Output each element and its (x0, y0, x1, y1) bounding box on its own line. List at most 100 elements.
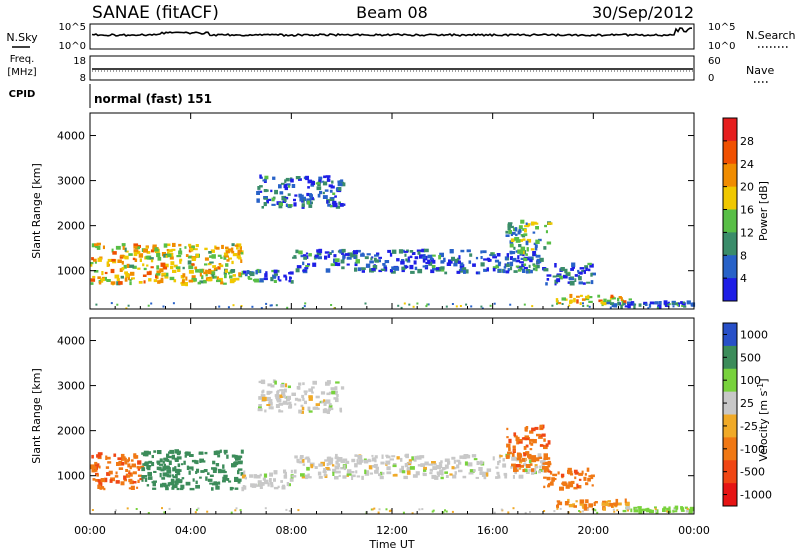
data-cell (95, 469, 98, 472)
data-cell (225, 249, 228, 252)
data-cell (139, 477, 144, 481)
data-cell (263, 473, 268, 478)
data-cell (573, 505, 577, 508)
data-cell (263, 277, 268, 281)
data-cell (645, 508, 648, 511)
data-cell (374, 259, 379, 263)
data-cell (588, 296, 593, 299)
data-cell (301, 194, 304, 197)
data-cell (294, 455, 298, 459)
data-cell (440, 266, 445, 270)
data-cell (163, 463, 166, 469)
data-cell (451, 303, 454, 305)
data-cell (504, 256, 508, 261)
data-cell (308, 204, 313, 208)
data-cell (283, 469, 287, 474)
data-cell (234, 461, 239, 466)
data-cell (337, 180, 341, 183)
data-cell (323, 473, 327, 477)
data-cell (189, 467, 194, 470)
data-cell (463, 454, 469, 459)
data-cell (264, 479, 269, 485)
data-cell (298, 193, 302, 198)
data-cell (581, 510, 584, 513)
data-cell (210, 270, 215, 273)
data-cell (576, 485, 580, 489)
data-cell (529, 430, 534, 434)
data-cell (167, 253, 172, 258)
data-cell (118, 467, 124, 470)
data-cell (687, 508, 691, 512)
data-cell (340, 386, 345, 390)
data-cell (222, 476, 228, 481)
data-cell (350, 253, 355, 258)
data-cell (551, 304, 554, 307)
data-cell (288, 483, 291, 487)
data-cell (524, 511, 527, 514)
data-cell (270, 384, 275, 388)
data-cell (546, 462, 552, 466)
data-cell (305, 456, 310, 460)
data-cell (568, 481, 571, 485)
data-cell (479, 471, 483, 475)
data-cell (392, 464, 397, 468)
data-cell (404, 463, 409, 468)
data-cell (567, 281, 571, 284)
data-cell (251, 305, 254, 308)
data-cell (274, 394, 280, 397)
data-cell (306, 255, 309, 259)
data-cell (191, 263, 195, 266)
data-cell (205, 273, 208, 277)
data-cell (414, 455, 419, 460)
data-cell (498, 459, 501, 463)
data-cell (618, 502, 622, 506)
data-cell (545, 282, 548, 286)
data-cell (324, 251, 330, 254)
data-cell (162, 466, 167, 471)
data-cell (392, 463, 397, 466)
data-cell (502, 458, 505, 462)
data-cell (128, 478, 133, 483)
y-tick-label: 4000 (57, 130, 85, 143)
data-cell (510, 231, 516, 235)
data-cell (354, 254, 358, 259)
data-cell (300, 410, 304, 414)
data-cell (366, 253, 371, 256)
data-cell (268, 406, 272, 410)
data-cell (277, 389, 280, 393)
data-cell (129, 472, 133, 477)
data-cell (680, 301, 683, 305)
data-cell (180, 479, 183, 483)
data-cell (506, 436, 509, 439)
data-cell (357, 267, 362, 272)
data-cell (587, 262, 592, 266)
data-cell (199, 476, 202, 479)
data-cell (91, 243, 96, 248)
y-tick-label: 4000 (57, 335, 85, 348)
data-cell (255, 269, 258, 275)
data-cell (532, 267, 536, 271)
data-cell (174, 449, 179, 454)
data-cell (459, 455, 463, 459)
data-cell (219, 449, 222, 453)
data-cell (137, 267, 141, 270)
data-cell (291, 392, 296, 396)
data-cell (546, 476, 551, 481)
data-cell (515, 265, 520, 268)
data-cell (189, 487, 195, 491)
data-cell (263, 202, 267, 207)
data-cell (606, 301, 610, 305)
data-cell (378, 256, 382, 259)
data-cell (495, 476, 501, 479)
data-cell (351, 458, 356, 463)
data-cell (518, 439, 523, 442)
data-cell (310, 184, 315, 187)
data-cell (367, 459, 372, 462)
nsearch-tick-top: 10^5 (708, 22, 735, 33)
data-cell (445, 510, 448, 513)
data-cell (203, 469, 208, 473)
data-cell (142, 452, 148, 457)
data-cell (507, 511, 510, 514)
data-cell (526, 247, 529, 252)
data-cell (328, 252, 332, 255)
